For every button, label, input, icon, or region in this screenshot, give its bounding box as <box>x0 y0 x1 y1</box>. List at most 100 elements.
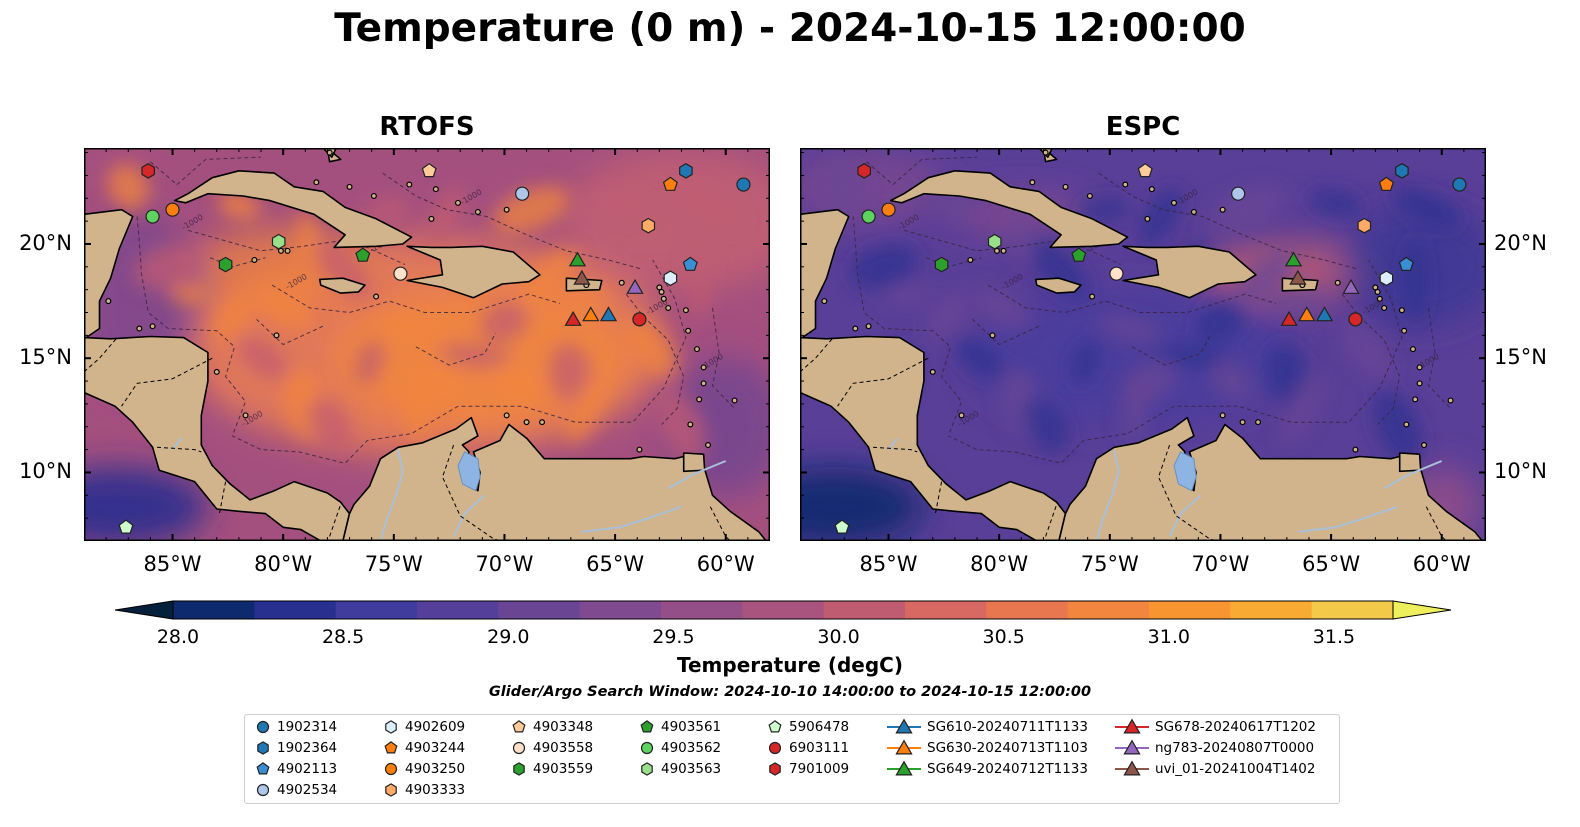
island <box>656 284 663 291</box>
contour-line <box>866 156 978 186</box>
country-border <box>121 357 213 407</box>
island <box>1334 279 1341 286</box>
legend-marker-icon <box>887 760 921 776</box>
marker-1902314 <box>1452 177 1467 192</box>
legend-marker-icon <box>1115 760 1149 776</box>
legend-label: SG610-20240711T1133 <box>927 719 1088 735</box>
legend-marker-icon <box>887 718 921 734</box>
lon-tick-label: 65°W <box>1302 552 1361 576</box>
legend-item: uvi_01-20241004T1402 <box>1115 759 1315 779</box>
island <box>1042 149 1049 156</box>
colorbar-bin <box>498 601 581 619</box>
colorbar-extend-low <box>114 600 174 620</box>
colorbar-bin <box>254 601 337 619</box>
colorbar-tick-label: 30.0 <box>817 626 860 648</box>
marker-SG630-20240713T1103 <box>1298 306 1316 322</box>
island <box>700 380 707 387</box>
legend-label: 4903558 <box>533 740 594 756</box>
island <box>149 323 156 330</box>
island <box>1376 295 1383 302</box>
marker-4903561 <box>1071 247 1087 262</box>
marker-4902534 <box>1231 186 1246 201</box>
legend-marker <box>895 718 913 734</box>
lon-tick-label: 70°W <box>475 552 534 576</box>
legend-marker <box>895 760 913 776</box>
legend-marker <box>895 739 913 755</box>
landmass-trinidad <box>682 452 706 473</box>
colorbar-bin <box>1149 601 1231 619</box>
legend-label: 4903244 <box>405 740 466 756</box>
legend-marker-icon <box>385 720 397 734</box>
marker-4903562 <box>145 209 160 224</box>
island <box>277 247 284 254</box>
island <box>313 179 320 186</box>
marker-4903561 <box>355 247 371 262</box>
legend-marker <box>512 720 526 733</box>
island <box>693 346 700 353</box>
island <box>105 298 112 305</box>
legend-marker <box>640 720 654 733</box>
legend-marker <box>256 783 270 797</box>
colorbar-extend-high <box>1392 600 1452 620</box>
legend-marker-icon <box>640 741 654 755</box>
legend-item: 4903562 <box>639 738 721 758</box>
legend-marker <box>640 741 654 755</box>
marker-4903348 <box>421 162 437 178</box>
island <box>1374 288 1381 295</box>
marker-4902609 <box>1379 270 1394 287</box>
legend-marker-icon <box>257 741 269 755</box>
legend-label: 4902609 <box>405 719 466 735</box>
legend-marker-icon <box>513 762 525 776</box>
legend-item: SG610-20240711T1133 <box>887 717 1088 737</box>
island <box>1148 186 1155 193</box>
legend-label: SG678-20240617T1202 <box>1155 719 1316 735</box>
legend-marker <box>641 762 653 776</box>
colorbar-tick-label: 28.0 <box>156 626 200 648</box>
colorbar-frame <box>172 600 1394 620</box>
country-border <box>156 446 202 453</box>
island <box>1372 284 1379 291</box>
contour-line <box>187 229 406 265</box>
legend-marker <box>257 741 269 755</box>
river <box>1383 460 1443 490</box>
island <box>687 421 694 428</box>
legend-item: 1902364 <box>255 738 337 758</box>
lake-maracaibo <box>1173 451 1197 492</box>
colorbar-bin <box>986 601 1069 619</box>
map-ticks <box>800 148 1486 541</box>
island <box>284 247 291 254</box>
lon-tick-label: 60°W <box>696 552 755 576</box>
marker-6903111 <box>1348 312 1363 327</box>
colorbar <box>114 598 1455 622</box>
marker-4903250 <box>165 202 180 217</box>
legend-marker <box>384 741 398 754</box>
marker-4903558 <box>1109 266 1124 281</box>
marker-SG649-20240712T1133 <box>1284 251 1303 267</box>
marker-4903563 <box>987 233 1002 250</box>
island <box>1352 446 1359 453</box>
country-border <box>800 337 834 373</box>
colorbar-label: Temperature (degC) <box>677 653 903 677</box>
island <box>1447 397 1454 404</box>
lon-tick-label: 85°W <box>859 552 918 576</box>
legend-item: 4903250 <box>383 759 465 779</box>
lon-tick-label: 75°W <box>1080 552 1139 576</box>
marker-4903333 <box>1357 217 1372 234</box>
contour-line <box>1427 307 1451 409</box>
island <box>665 304 672 311</box>
contour-line <box>1098 172 1358 270</box>
landmass-jamaica <box>318 277 366 294</box>
marker-4903244 <box>1378 176 1394 191</box>
legend-label: 4903562 <box>661 740 722 756</box>
legend-marker <box>1123 760 1141 776</box>
country-border <box>1045 504 1058 537</box>
legend-marker <box>256 762 270 775</box>
marker-SG610-20240711T1133 <box>1315 306 1334 322</box>
legend-marker-icon <box>640 720 654 733</box>
legend-marker <box>768 741 782 755</box>
island <box>705 442 712 449</box>
river <box>1168 494 1202 537</box>
island <box>1409 346 1416 353</box>
river <box>887 437 899 451</box>
island <box>1219 412 1226 419</box>
